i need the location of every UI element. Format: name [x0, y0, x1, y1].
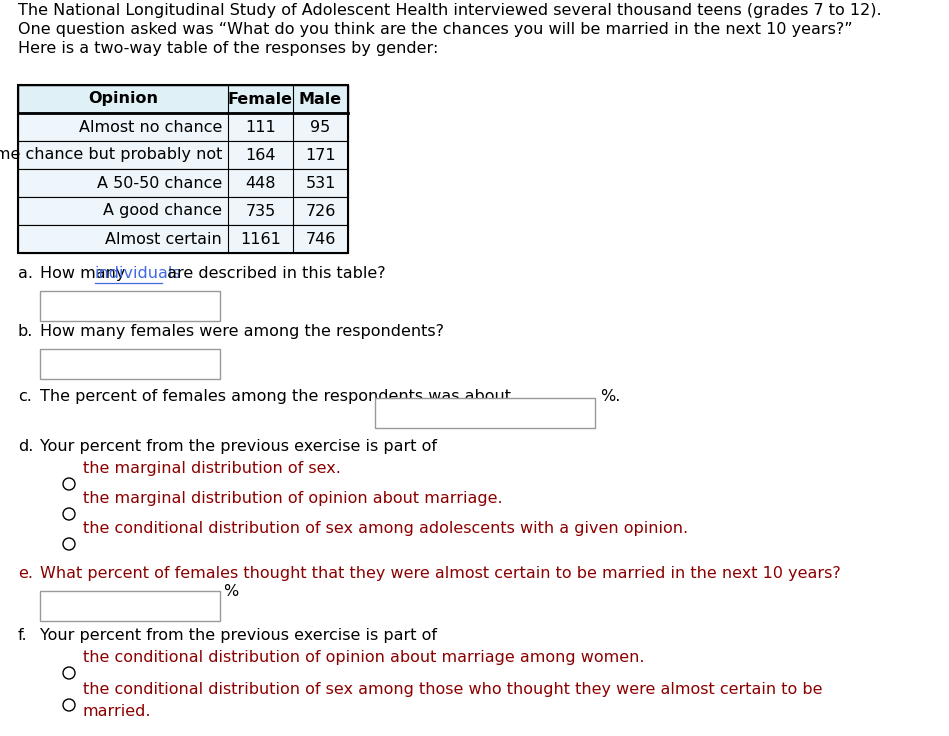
Text: Almost no chance: Almost no chance — [79, 119, 222, 135]
FancyBboxPatch shape — [18, 113, 348, 141]
Text: the conditional distribution of opinion about marriage among women.: the conditional distribution of opinion … — [83, 650, 644, 665]
Text: A 50-50 chance: A 50-50 chance — [97, 175, 222, 191]
Text: %.: %. — [600, 389, 620, 404]
Text: 164: 164 — [245, 147, 276, 163]
Text: Here is a two-way table of the responses by gender:: Here is a two-way table of the responses… — [18, 41, 438, 56]
Text: the marginal distribution of opinion about marriage.: the marginal distribution of opinion abo… — [83, 491, 503, 506]
FancyBboxPatch shape — [18, 225, 348, 253]
Text: 111: 111 — [245, 119, 276, 135]
Text: 735: 735 — [246, 203, 275, 219]
Text: The percent of females among the respondents was about: The percent of females among the respond… — [40, 389, 511, 404]
Text: Opinion: Opinion — [88, 91, 158, 107]
Text: How many: How many — [40, 266, 131, 281]
Text: One question asked was “What do you think are the chances you will be married in: One question asked was “What do you thin… — [18, 22, 852, 37]
Text: What percent of females thought that they were almost certain to be married in t: What percent of females thought that the… — [40, 566, 841, 581]
Text: the marginal distribution of sex.: the marginal distribution of sex. — [83, 461, 341, 476]
Text: Your percent from the previous exercise is part of: Your percent from the previous exercise … — [40, 439, 437, 454]
Text: How many females were among the respondents?: How many females were among the responde… — [40, 324, 444, 339]
Text: 95: 95 — [310, 119, 330, 135]
Text: c.: c. — [18, 389, 32, 404]
Text: f.: f. — [18, 628, 28, 643]
Text: 746: 746 — [306, 232, 336, 247]
Text: 531: 531 — [306, 175, 336, 191]
Text: 1161: 1161 — [240, 232, 281, 247]
Text: Male: Male — [299, 91, 342, 107]
FancyBboxPatch shape — [40, 349, 220, 379]
Text: %: % — [223, 584, 238, 599]
FancyBboxPatch shape — [40, 591, 220, 621]
Text: 726: 726 — [306, 203, 336, 219]
Text: Your percent from the previous exercise is part of: Your percent from the previous exercise … — [40, 628, 437, 643]
Text: Almost certain: Almost certain — [105, 232, 222, 247]
Text: married.: married. — [83, 704, 152, 719]
FancyBboxPatch shape — [375, 398, 595, 428]
FancyBboxPatch shape — [18, 85, 348, 113]
Text: a.: a. — [18, 266, 33, 281]
Text: b.: b. — [18, 324, 33, 339]
Text: the conditional distribution of sex among those who thought they were almost cer: the conditional distribution of sex amon… — [83, 682, 823, 697]
Text: d.: d. — [18, 439, 33, 454]
Text: 171: 171 — [306, 147, 336, 163]
FancyBboxPatch shape — [18, 141, 348, 169]
Text: 448: 448 — [245, 175, 276, 191]
Text: Female: Female — [228, 91, 293, 107]
Text: are described in this table?: are described in this table? — [162, 266, 385, 281]
Text: e.: e. — [18, 566, 33, 581]
FancyBboxPatch shape — [18, 197, 348, 225]
Text: the conditional distribution of sex among adolescents with a given opinion.: the conditional distribution of sex amon… — [83, 521, 688, 536]
FancyBboxPatch shape — [40, 291, 220, 321]
Text: individuals: individuals — [95, 266, 181, 281]
Text: A good chance: A good chance — [103, 203, 222, 219]
FancyBboxPatch shape — [18, 169, 348, 197]
Text: The National Longitudinal Study of Adolescent Health interviewed several thousan: The National Longitudinal Study of Adole… — [18, 3, 882, 18]
Text: Some chance but probably not: Some chance but probably not — [0, 147, 222, 163]
